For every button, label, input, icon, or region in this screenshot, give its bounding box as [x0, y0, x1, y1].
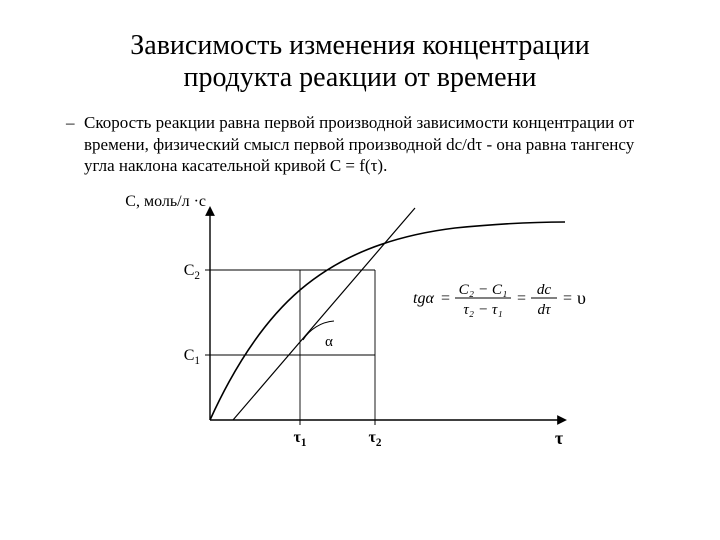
- svg-text:τ₂ − τ₁: τ₂ − τ₁: [463, 301, 502, 318]
- svg-text:С1: С1: [184, 347, 200, 367]
- svg-text:τ: τ: [555, 428, 564, 448]
- slide: Зависимость изменения концентрации проду…: [0, 0, 720, 540]
- svg-text:dc: dc: [537, 281, 552, 298]
- bullet-item: – Скорость реакции равна первой производ…: [66, 112, 660, 176]
- svg-text:α: α: [325, 334, 333, 350]
- svg-text:τ1: τ1: [294, 429, 307, 449]
- svg-text:=: =: [517, 290, 526, 307]
- svg-text:С2: С2: [184, 262, 200, 282]
- svg-text:τ2: τ2: [369, 429, 382, 449]
- svg-text:=: =: [563, 290, 572, 307]
- title-line-1: Зависимость изменения концентрации: [130, 30, 590, 61]
- svg-text:С₂ − С₁: С₂ − С₁: [459, 281, 508, 298]
- svg-text:dτ: dτ: [537, 301, 551, 318]
- concentration-chart: С, моль/л ·с α τ1 τ2 τ С1 С2 tgα = С₂ − С₁ τ₂ − τ₁…: [125, 190, 595, 450]
- bullet-dash: –: [66, 112, 84, 176]
- svg-text:С, моль/л ·с: С, моль/л ·с: [125, 193, 206, 210]
- figure-container: С, моль/л ·с α τ1 τ2 τ С1 С2 tgα = С₂ − С₁ τ₂ − τ₁…: [50, 190, 670, 450]
- bullet-text: Скорость реакции равна первой производно…: [84, 112, 660, 176]
- svg-text:=: =: [441, 290, 450, 307]
- title-line-2: продукта реакции от времени: [183, 62, 536, 93]
- slide-title: Зависимость изменения концентрации проду…: [50, 30, 670, 94]
- svg-text:υ: υ: [577, 288, 586, 308]
- svg-text:tgα: tgα: [413, 290, 434, 307]
